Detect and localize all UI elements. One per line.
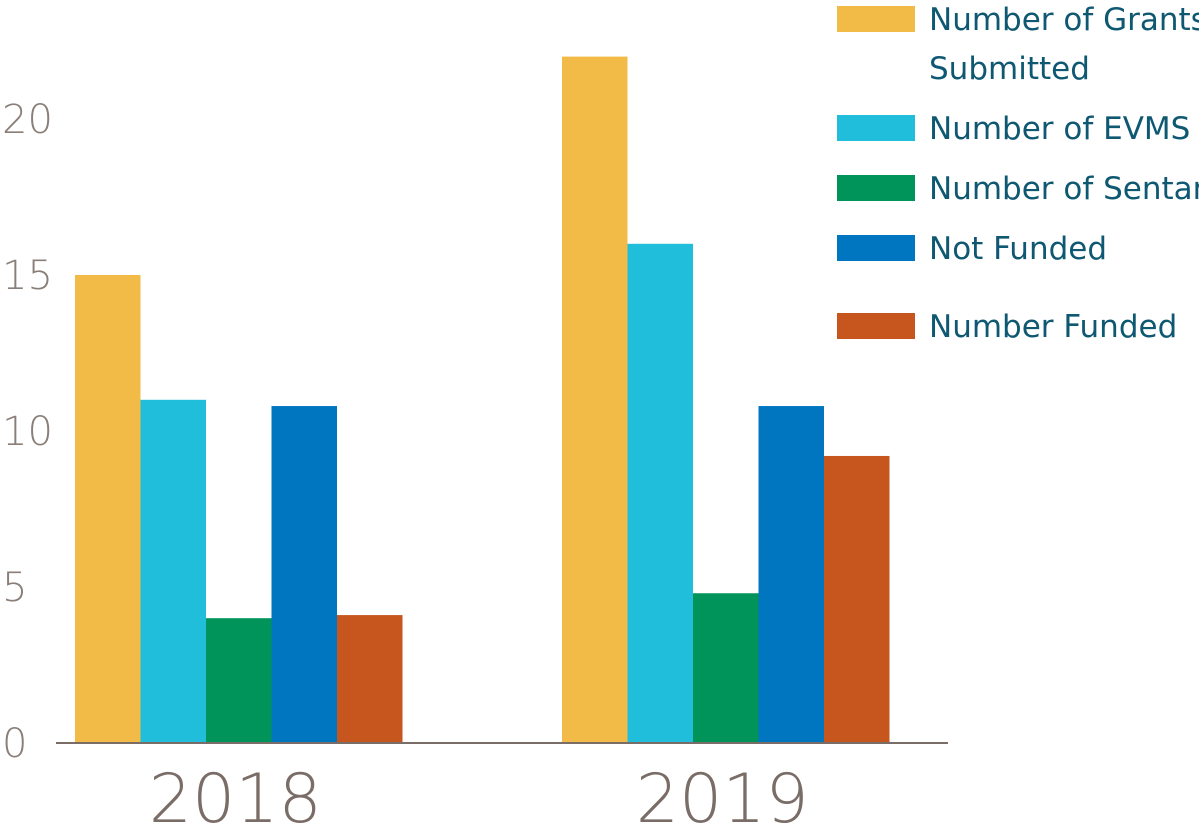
bar-2019-2	[627, 243, 693, 744]
bar-2018-1	[75, 275, 141, 743]
legend-swatch-3	[837, 175, 915, 201]
y-tick-label-15: 15	[2, 253, 53, 299]
bar-2019-5	[824, 455, 890, 743]
legend: Number of Grants Submitted Number of EVMS N…	[837, 2, 1199, 345]
y-tick-label-0: 0	[2, 721, 27, 767]
bar-2019-4	[758, 406, 824, 743]
legend-label-5: Number Funded	[929, 309, 1177, 345]
legend-swatch-1	[837, 6, 915, 32]
legend-swatch-2	[837, 115, 915, 141]
bar-2019-3	[693, 593, 759, 743]
x-tick-label-2018: 2018	[149, 760, 322, 829]
legend-label-2: Number of EVMS	[929, 111, 1190, 147]
legend-label-1-line-2: Submitted	[929, 51, 1090, 87]
legend-label-4: Not Funded	[929, 231, 1107, 267]
bar-2019-1	[562, 56, 628, 744]
bar-2018-3	[206, 618, 272, 743]
bar-2018-5	[337, 615, 403, 743]
legend-swatch-5	[837, 313, 915, 339]
y-tick-label-5: 5	[2, 565, 27, 611]
legend-swatch-4	[837, 235, 915, 261]
legend-label-3: Number of Sentara	[929, 171, 1199, 207]
x-axis-ticks: 2018 2019	[149, 760, 809, 829]
bar-2018-2	[140, 399, 206, 743]
legend-label-1-line-1: Number of Grants	[929, 2, 1199, 38]
y-tick-label-10: 10	[2, 409, 53, 455]
bar-2018-4	[271, 406, 337, 743]
x-tick-label-2019: 2019	[636, 760, 809, 829]
y-tick-label-20: 20	[2, 97, 53, 143]
y-axis-ticks: 0 5 10 15 20	[2, 97, 53, 767]
bars	[75, 56, 890, 744]
